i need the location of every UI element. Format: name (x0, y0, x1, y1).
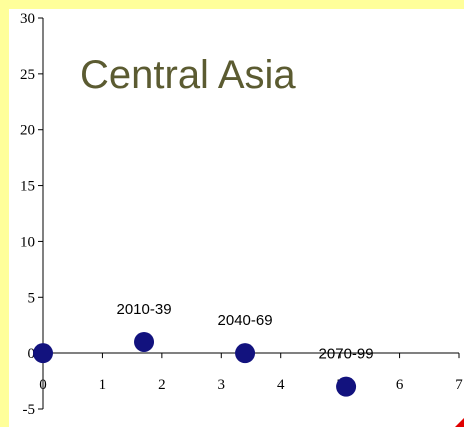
x-tick-label: 1 (99, 377, 107, 393)
x-tick-label: 0 (39, 377, 47, 393)
y-tick-label: 15 (20, 179, 35, 195)
left-highlight-stripe (0, 0, 9, 427)
x-tick-label: 7 (455, 377, 463, 393)
x-tick-label: 4 (277, 377, 285, 393)
corner-marker (455, 418, 464, 427)
data-point-label: 2010-39 (116, 301, 171, 318)
top-highlight-band (0, 0, 464, 9)
data-point-label: 2070-99 (319, 346, 374, 363)
x-tick-label: 3 (218, 377, 226, 393)
data-points (33, 331, 357, 397)
x-tick-label: 6 (396, 377, 404, 393)
data-point (336, 376, 357, 397)
data-point-label: 2040-69 (218, 312, 273, 329)
y-tick-label: 30 (20, 11, 35, 27)
point-labels: 2010-39 2040-69 2070-99 (116, 301, 373, 363)
data-point (134, 331, 155, 352)
y-tick-label: 10 (20, 234, 35, 250)
y-tick-label: 0 (28, 346, 36, 362)
x-tick-label: 2 (158, 377, 166, 393)
y-tick-label: 25 (20, 67, 35, 83)
y-tick-label: 20 (20, 123, 35, 139)
data-point (33, 343, 53, 364)
y-tick-label: -5 (23, 402, 36, 418)
data-point (235, 343, 256, 364)
y-tick-label: 5 (28, 290, 36, 306)
chart-title: Central Asia (80, 53, 296, 97)
